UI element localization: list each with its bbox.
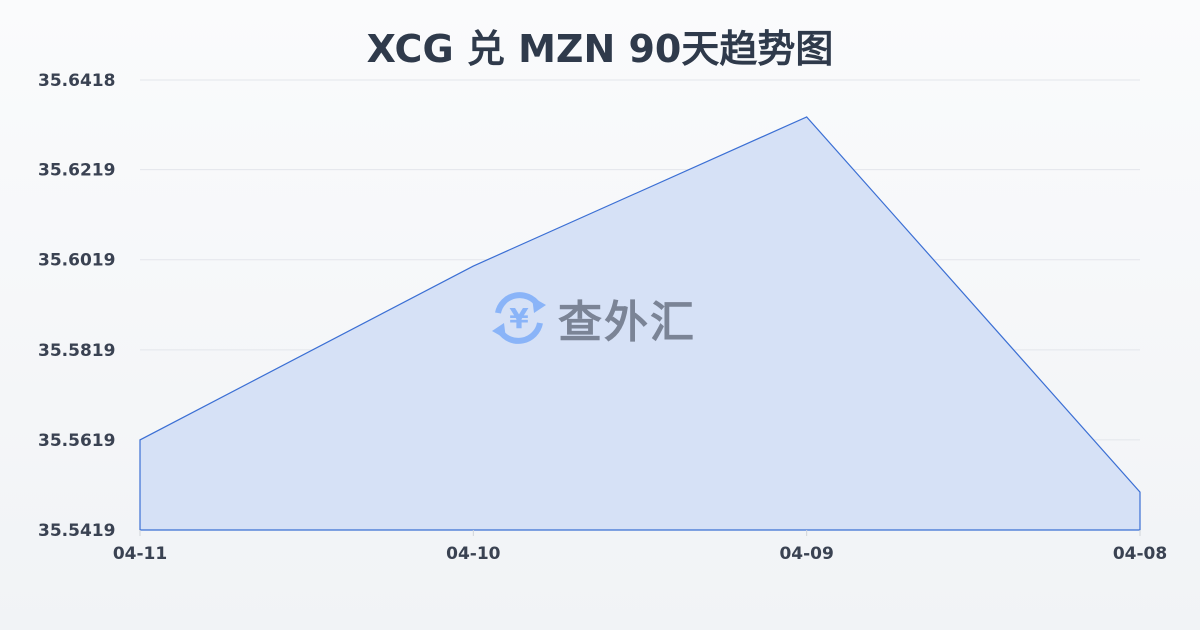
y-tick-label: 35.6219 (38, 161, 115, 181)
watermark: ¥ 查外汇 (488, 286, 696, 350)
data-point (139, 439, 141, 441)
x-tick-label: 04-08 (1113, 544, 1167, 564)
y-tick-label: 35.5419 (38, 521, 115, 541)
data-point (472, 265, 474, 267)
watermark-text: 查外汇 (558, 297, 696, 348)
area-fill (140, 116, 1140, 530)
svg-text:¥: ¥ (509, 302, 529, 335)
y-tick-label: 35.6019 (38, 251, 115, 271)
x-tick-label: 04-10 (446, 544, 501, 564)
x-tick-label: 04-09 (779, 544, 833, 564)
y-tick-label: 35.6418 (38, 71, 115, 91)
chart-title: XCG 兑 MZN 90天趋势图 (366, 27, 834, 71)
y-tick-label: 35.5619 (38, 431, 115, 451)
data-point (806, 116, 808, 118)
x-tick-label: 04-11 (113, 544, 167, 564)
yen-exchange-icon: ¥ (492, 292, 546, 344)
data-point (1139, 491, 1141, 493)
y-tick-label: 35.5819 (38, 341, 115, 361)
